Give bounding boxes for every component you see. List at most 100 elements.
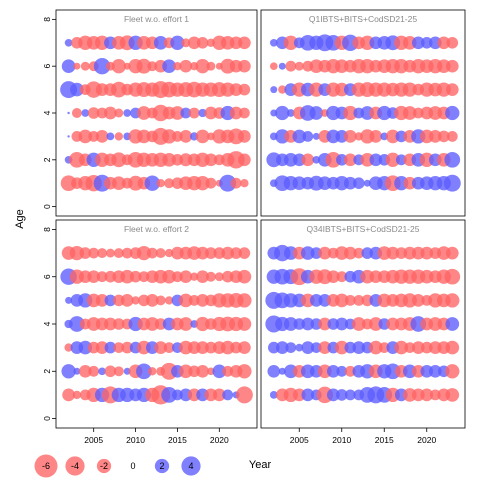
y-tick-label-y-axis-bottom-2: 2 — [42, 369, 52, 374]
bubble-fleet-w-o-effort-1-age5-2022 — [229, 83, 243, 96]
bubble-fleet-w-o-effort-2-age7-2006 — [97, 248, 108, 259]
x-axis-right: 2005 2010 2015 2020 — [290, 428, 436, 445]
bubble-fleet-w-o-effort-1-age5-2003 — [70, 82, 84, 97]
bubble-fleet-w-o-effort-2-age5-2016 — [178, 293, 193, 308]
bubble-q1ibts-bits-codsd21-25-age3-2007 — [312, 132, 320, 140]
bubble-fleet-w-o-effort-1-age6-2004 — [80, 61, 90, 71]
bubble-fleet-w-o-effort-1-age6-2019 — [206, 61, 216, 71]
bubble-fleet-w-o-effort-2-age7-2013 — [155, 248, 166, 259]
bubble-q34ibts-bits-codsd21-25-age4-2008 — [318, 317, 332, 331]
bubble-fleet-w-o-effort-2-age7-2018 — [196, 246, 209, 260]
bubble-fleet-w-o-effort-1-age1-2021 — [219, 174, 237, 192]
bubble-q1ibts-bits-codsd21-25-age6-2003 — [278, 62, 286, 70]
bubble-fleet-w-o-effort-2-age1-2023 — [235, 386, 253, 404]
bubble-q1ibts-bits-codsd21-25-age7-2004 — [283, 35, 298, 50]
bubble-q1ibts-bits-codsd21-25-age4-2007 — [309, 106, 324, 120]
bubble-q34ibts-bits-codsd21-25-age2-2010 — [336, 365, 348, 377]
bubble-fleet-w-o-effort-1-age4-2008 — [114, 108, 124, 118]
bubble-fleet-w-o-effort-2-age6-2023 — [237, 269, 252, 284]
bubble-fleet-w-o-effort-2-age1-2002 — [62, 388, 75, 402]
bubble-q34ibts-bits-codsd21-25-age4-2023 — [445, 317, 460, 331]
bubble-fleet-w-o-effort-1-age4-2003 — [71, 108, 82, 118]
bubble-fleet-w-o-effort-2-age2-2012 — [148, 367, 157, 376]
bubble-fleet-w-o-effort-1-age3-2002 — [67, 135, 70, 138]
bubble-fleet-w-o-effort-2-age4-2007 — [104, 317, 117, 331]
bubble-fleet-w-o-effort-2-age2-2004 — [78, 364, 92, 378]
x-tick-label-x-axis-left-2015: 2015 — [168, 435, 187, 445]
legend-label-6: -6 — [42, 461, 50, 471]
x-tick-label-x-axis-left-2010: 2010 — [126, 435, 145, 445]
bubble-fleet-w-o-effort-1-age4-2007 — [104, 106, 117, 120]
bubble-q1ibts-bits-codsd21-25-age3-2015 — [380, 132, 389, 141]
bubble-q1ibts-bits-codsd21-25-age7-2023 — [446, 37, 459, 49]
bubble-fleet-w-o-effort-2-age2-2016 — [178, 364, 193, 379]
bubble-q34ibts-bits-codsd21-25-age2-2021 — [428, 364, 442, 378]
panel-fleet-1: Fleet w.o. effort 1 — [55, 9, 258, 217]
y-tick-label-y-axis-bottom-4: 4 — [42, 321, 52, 326]
bubble-q34ibts-bits-codsd21-25-age7-2006 — [300, 246, 315, 260]
panel-title-fleet-1: Fleet w.o. effort 1 — [124, 14, 189, 24]
legend-bubble-4 — [65, 456, 85, 476]
bubble-fleet-w-o-effort-2-age7-2009 — [121, 247, 133, 259]
bubble-fleet-w-o-effort-2-age7-2023 — [238, 247, 251, 259]
bubble-q34ibts-bits-codsd21-25-age5-2011 — [344, 295, 356, 306]
bubble-fleet-w-o-effort-1-age7-2017 — [187, 36, 201, 50]
x-tick-label-x-axis-right-2015: 2015 — [375, 435, 394, 445]
bubble-fleet-w-o-effort-2-age3-2006 — [95, 341, 109, 354]
y-tick-label-y-axis-top-4: 4 — [42, 110, 52, 115]
legend: -6 -4 -2 0 2 4 — [34, 454, 201, 478]
bubble-q34ibts-bits-codsd21-25-age2-2011 — [344, 365, 356, 377]
bubble-fleet-w-o-effort-2-age4-2003 — [69, 316, 85, 332]
bubble-q34ibts-bits-codsd21-25-age3-2019 — [411, 341, 425, 354]
bubbles-q1 — [266, 34, 461, 192]
bubble-fleet-w-o-effort-2-age5-2007 — [104, 294, 117, 307]
bubble-fleet-w-o-effort-2-age4-2012 — [145, 317, 160, 331]
bubble-fleet-w-o-effort-1-age1-2019 — [205, 177, 217, 189]
bubbles-fleet-2 — [60, 245, 253, 405]
bubble-fleet-w-o-effort-1-age4-2023 — [239, 107, 250, 119]
bubble-fleet-w-o-effort-1-age4-2022 — [229, 106, 243, 120]
bubble-q1ibts-bits-codsd21-25-age2-2017 — [395, 154, 407, 166]
y-tick-label-y-axis-bottom-6: 6 — [42, 274, 52, 279]
bubble-q1ibts-bits-codsd21-25-age3-2006 — [302, 131, 314, 142]
bubble-fleet-w-o-effort-2-age2-2011 — [136, 363, 152, 380]
bubble-fleet-w-o-effort-2-age2-2005 — [88, 365, 100, 377]
bubble-fleet-w-o-effort-2-age3-2009 — [121, 341, 133, 354]
x-axis-left: 2005 2010 2015 2020 — [84, 428, 229, 445]
bubble-q34ibts-bits-codsd21-25-age6-2023 — [444, 268, 461, 285]
bubble-fleet-w-o-effort-1-age6-2002 — [61, 59, 76, 74]
bubble-fleet-w-o-effort-1-age7-2015 — [170, 35, 185, 50]
x-tick-label-x-axis-left-2005: 2005 — [84, 435, 103, 445]
bubble-q1ibts-bits-codsd21-25-age1-2012 — [353, 177, 365, 189]
y-tick-label-y-axis-top-0: 0 — [42, 204, 52, 209]
bubble-fleet-w-o-effort-1-age4-2005 — [87, 107, 100, 119]
legend-label-4: 4 — [188, 461, 193, 471]
legend-bubble-6 — [34, 454, 58, 478]
bubble-fleet-w-o-effort-2-age3-2002 — [64, 343, 73, 352]
bubble-q34ibts-bits-codsd21-25-age1-2006 — [301, 388, 315, 402]
bubble-fleet-w-o-effort-2-age3-2004 — [78, 340, 93, 355]
bubble-fleet-w-o-effort-2-age5-2006 — [95, 294, 109, 307]
bubble-fleet-w-o-effort-1-age5-2023 — [238, 83, 251, 96]
bubble-q1ibts-bits-codsd21-25-age2-2006 — [301, 153, 315, 167]
bubble-q1ibts-bits-codsd21-25-age3-2021 — [428, 130, 442, 143]
bubble-q34ibts-bits-codsd21-25-age1-2023 — [445, 388, 460, 402]
bubble-q34ibts-bits-codsd21-25-age3-2008 — [318, 341, 332, 354]
panel-title-fleet-2: Fleet w.o. effort 2 — [124, 224, 189, 234]
bubble-q1ibts-bits-codsd21-25-age7-2022 — [437, 36, 451, 50]
bubble-fleet-w-o-effort-1-age7-2016 — [181, 38, 191, 48]
bubble-fleet-w-o-effort-2-age7-2014 — [164, 248, 174, 258]
bubble-fleet-w-o-effort-2-age6-2006 — [96, 271, 108, 283]
bubble-fleet-w-o-effort-1-age4-2004 — [81, 109, 90, 117]
bubble-q1ibts-bits-codsd21-25-age3-2016 — [385, 129, 400, 144]
bubble-q1ibts-bits-codsd21-25-age7-2002 — [269, 38, 278, 47]
bubble-q1ibts-bits-codsd21-25-age5-2018 — [402, 82, 417, 97]
bubble-q34ibts-bits-codsd21-25-age3-2017 — [394, 340, 409, 355]
bubble-fleet-w-o-effort-1-age2-2014 — [162, 152, 176, 167]
bubble-fleet-w-o-effort-2-age1-2020 — [212, 388, 226, 402]
bubble-q1ibts-bits-codsd21-25-age3-2005 — [292, 129, 307, 144]
bubble-fleet-w-o-effort-1-age7-2013 — [153, 35, 168, 50]
bubble-fleet-w-o-effort-2-age2-2009 — [123, 367, 131, 375]
bubble-fleet-w-o-effort-1-age6-2018 — [195, 59, 210, 74]
bubble-fleet-w-o-effort-2-age1-2014 — [161, 387, 177, 403]
